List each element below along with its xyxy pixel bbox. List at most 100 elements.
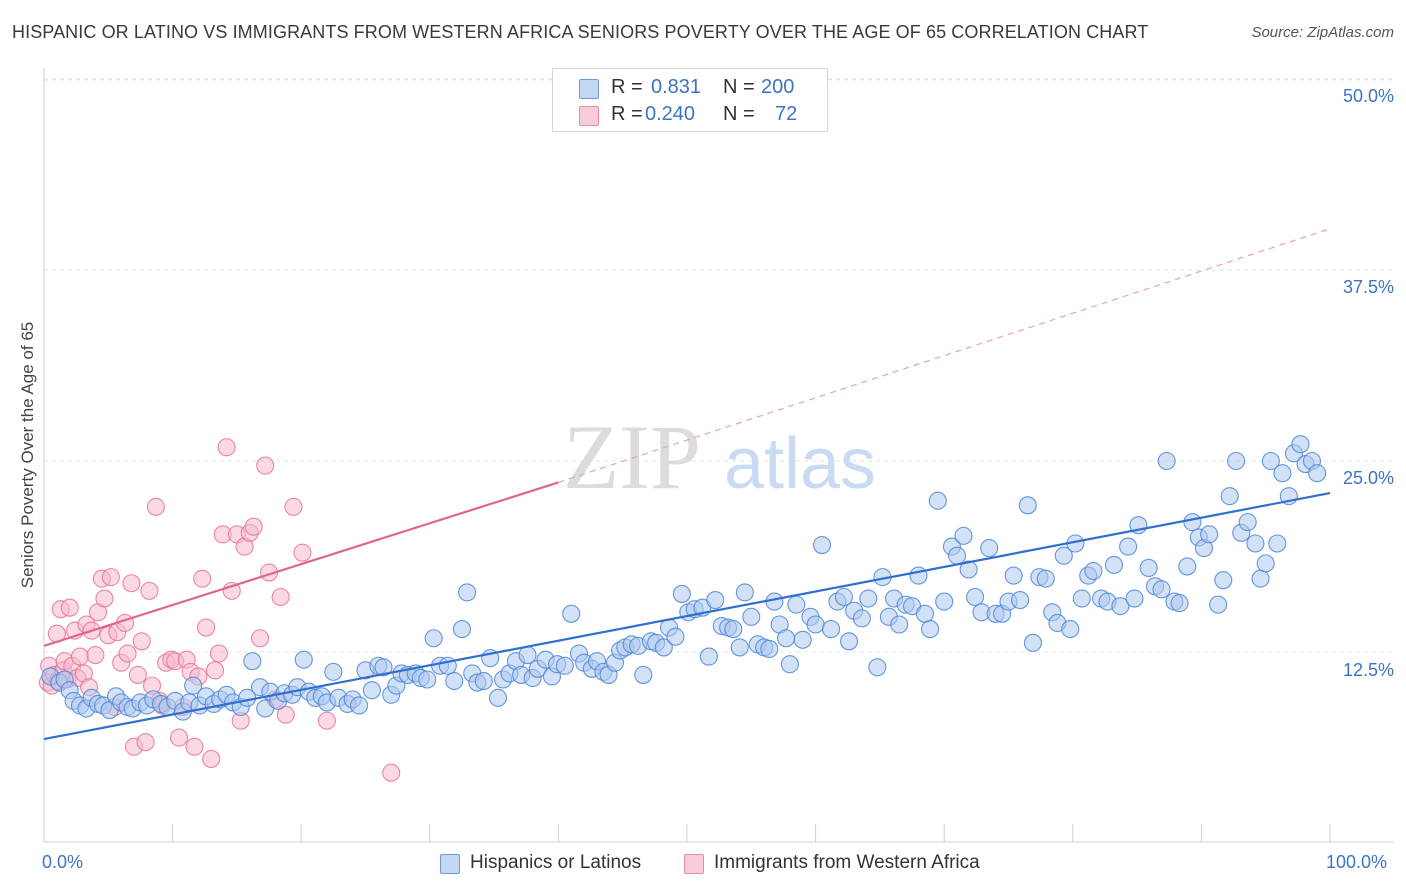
y-tick-label-37-5: 37.5% xyxy=(1342,277,1394,297)
point-hispanic xyxy=(959,560,978,579)
point-hispanic xyxy=(1214,571,1233,590)
point-hispanic xyxy=(1018,496,1037,515)
legend-swatch-pink xyxy=(579,106,599,126)
series-legend: Hispanics or Latinos Immigrants from Wes… xyxy=(0,852,1406,878)
point-hispanic xyxy=(1111,597,1130,616)
point-hispanic xyxy=(424,629,443,648)
point-hispanic xyxy=(324,662,343,681)
point-hispanic xyxy=(1238,513,1257,532)
point-hispanic xyxy=(780,655,799,674)
point-western-africa xyxy=(70,647,90,666)
trend-line-hispanic xyxy=(43,492,1331,741)
point-hispanic xyxy=(672,584,691,603)
point-hispanic xyxy=(474,671,493,691)
point-western-africa xyxy=(101,568,120,587)
point-hispanic xyxy=(812,535,832,555)
point-western-africa xyxy=(196,618,216,637)
y-tick-label-25: 25.0% xyxy=(1342,468,1394,488)
point-hispanic xyxy=(1246,534,1265,553)
point-hispanic xyxy=(418,670,437,689)
point-hispanic xyxy=(793,630,812,649)
y-axis-title: Seniors Poverty Over the Age of 65 xyxy=(18,321,37,589)
legend-row-hispanic: R = 0.831 N = 200 xyxy=(553,74,827,100)
point-hispanic xyxy=(1183,513,1202,532)
legend-label-hispanic: Hispanics or Latinos xyxy=(470,852,642,873)
point-hispanic xyxy=(948,546,967,565)
point-western-africa xyxy=(256,456,275,475)
x-tick-label-0: 0.0% xyxy=(42,852,84,872)
point-hispanic xyxy=(915,604,934,623)
point-hispanic xyxy=(452,620,472,639)
legend-swatch-blue xyxy=(579,79,599,99)
point-hispanic xyxy=(1268,534,1287,553)
point-western-africa xyxy=(193,569,212,588)
point-hispanic xyxy=(1104,555,1124,574)
point-hispanic xyxy=(1256,554,1275,573)
point-hispanic xyxy=(1178,557,1197,576)
point-western-africa xyxy=(136,733,155,752)
watermark-atlas: atlas xyxy=(724,424,876,504)
trend-extension-western-africa xyxy=(558,228,1331,483)
data-points xyxy=(38,435,1327,782)
point-hispanic xyxy=(806,615,825,634)
point-hispanic xyxy=(1119,537,1138,556)
point-western-africa xyxy=(276,705,295,724)
point-hispanic xyxy=(868,658,887,677)
source-label: Source: ZipAtlas.com xyxy=(1251,24,1394,41)
point-hispanic xyxy=(928,491,947,510)
legend-n-value: 200 xyxy=(761,76,795,98)
point-western-africa xyxy=(250,629,270,648)
point-hispanic xyxy=(1054,546,1073,565)
legend-r-label: R = xyxy=(611,76,643,98)
point-hispanic xyxy=(1125,589,1144,608)
legend-r-value: 0.240 xyxy=(645,103,696,125)
point-hispanic xyxy=(852,609,871,628)
point-western-africa xyxy=(169,728,189,747)
legend-swatch-pink xyxy=(684,854,704,874)
point-hispanic xyxy=(1170,594,1189,613)
point-hispanic xyxy=(458,583,477,602)
point-hispanic xyxy=(1291,435,1310,454)
point-hispanic xyxy=(1004,566,1023,585)
point-western-africa xyxy=(128,665,147,684)
trend-lines xyxy=(43,228,1331,741)
axes xyxy=(43,68,1394,843)
y-tick-label-50: 50.0% xyxy=(1342,86,1394,106)
point-hispanic xyxy=(834,587,853,607)
legend-row-western-africa: R = 0.240 N = 72 xyxy=(553,101,827,127)
point-hispanic xyxy=(374,658,393,677)
point-western-africa xyxy=(217,438,236,457)
point-western-africa xyxy=(86,646,105,665)
point-hispanic xyxy=(634,665,653,684)
point-hispanic xyxy=(1209,595,1228,614)
point-hispanic xyxy=(699,647,718,666)
point-hispanic xyxy=(362,681,381,700)
legend-label-western-africa: Immigrants from Western Africa xyxy=(714,852,980,873)
trend-line-western-africa xyxy=(43,481,559,647)
point-hispanic xyxy=(966,587,985,607)
correlation-legend: R = 0.831 N = 200 R = 0.240 N = 72 xyxy=(552,68,828,132)
point-western-africa xyxy=(284,497,303,516)
point-hispanic xyxy=(666,627,685,646)
point-hispanic xyxy=(760,639,779,658)
point-hispanic xyxy=(1023,633,1042,652)
point-hispanic xyxy=(1011,590,1030,610)
point-hispanic xyxy=(724,620,743,639)
x-tick-label-100: 100.0% xyxy=(1326,852,1388,872)
chart-title: HISPANIC OR LATINO VS IMMIGRANTS FROM WE… xyxy=(12,22,1149,42)
point-hispanic xyxy=(954,526,973,545)
point-hispanic xyxy=(776,629,796,648)
point-western-africa xyxy=(95,589,114,608)
legend-r-value: 0.831 xyxy=(651,76,702,98)
point-hispanic xyxy=(294,650,313,669)
point-hispanic xyxy=(935,592,954,611)
point-western-africa xyxy=(244,517,263,536)
watermark-zip: ZIP xyxy=(563,406,701,508)
point-hispanic xyxy=(1072,589,1091,608)
point-hispanic xyxy=(821,620,841,639)
point-hispanic xyxy=(1251,569,1270,588)
point-hispanic xyxy=(890,615,909,634)
point-western-africa xyxy=(202,749,221,769)
point-hispanic xyxy=(488,688,508,707)
legend-n-label: N = xyxy=(723,76,755,98)
